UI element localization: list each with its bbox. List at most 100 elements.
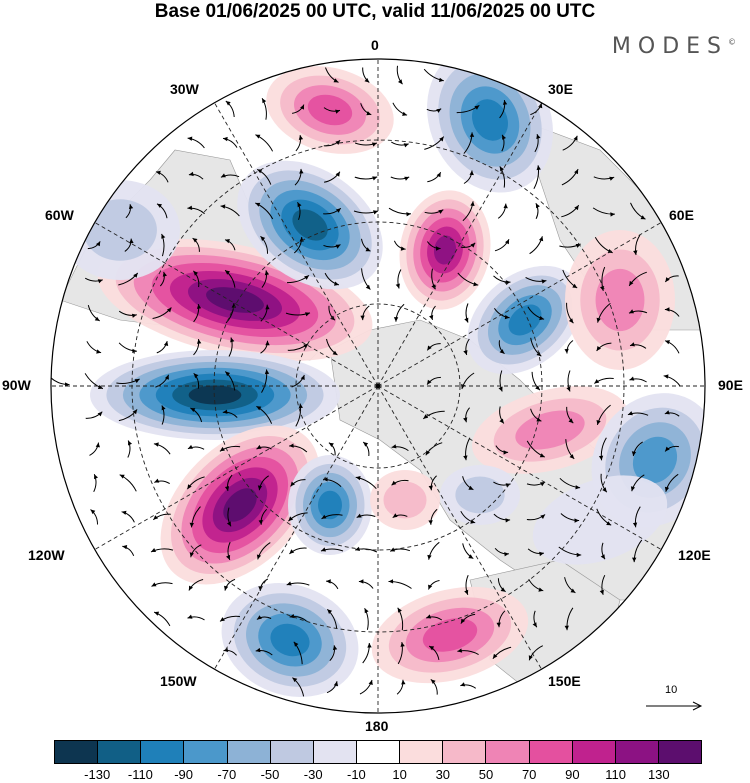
stream-arrowhead bbox=[220, 617, 225, 622]
stream-arrowhead bbox=[640, 215, 646, 220]
stream-arrowhead bbox=[574, 518, 580, 523]
stream-arrowhead bbox=[539, 236, 544, 242]
stream-arrowhead bbox=[187, 136, 193, 141]
stream-arrowhead bbox=[360, 315, 365, 321]
stream-arrowhead bbox=[540, 514, 546, 519]
meridian-line bbox=[214, 102, 379, 387]
stream-arrowhead bbox=[292, 677, 298, 683]
stream-arrowhead bbox=[153, 515, 159, 520]
stream-arrowhead bbox=[575, 485, 581, 490]
stream-arrowhead bbox=[326, 579, 331, 584]
stream-arrowhead bbox=[97, 384, 103, 389]
stream-arrowhead bbox=[630, 486, 635, 492]
stream-arrowhead bbox=[528, 655, 533, 661]
stream-arrowhead bbox=[400, 246, 406, 251]
stream-arrowhead bbox=[401, 679, 406, 685]
stream-arrowhead bbox=[256, 615, 262, 620]
colorbar-swatch bbox=[269, 741, 313, 763]
stream-arrowhead bbox=[457, 648, 463, 653]
stream-arrowhead bbox=[121, 510, 127, 515]
stream-arrowhead bbox=[606, 521, 612, 526]
lon-label-90w: 90W bbox=[2, 377, 31, 393]
stream-arrowhead bbox=[151, 548, 156, 552]
stream-arrowhead bbox=[492, 653, 498, 659]
stream-arrowhead bbox=[541, 279, 547, 284]
stream-arrowhead bbox=[97, 411, 103, 417]
stream-arrowhead bbox=[220, 173, 226, 178]
anomaly-contour bbox=[307, 94, 353, 126]
stream-arrowhead bbox=[503, 450, 509, 455]
stream-arrowhead bbox=[299, 168, 304, 174]
stream-arrowhead bbox=[502, 134, 506, 140]
colorbar-swatch bbox=[485, 741, 529, 763]
stream-arrowhead bbox=[632, 557, 637, 563]
stream-arrowhead bbox=[572, 283, 578, 288]
stream-arrowhead bbox=[366, 111, 372, 116]
stream-arrowhead bbox=[610, 212, 615, 217]
stream-arrowhead bbox=[365, 247, 371, 252]
stream-arrowhead bbox=[335, 140, 341, 145]
lon-label-120w: 120W bbox=[28, 547, 65, 563]
stream-arrowhead bbox=[298, 135, 304, 140]
stream-arrowhead bbox=[564, 348, 569, 354]
stream-arrowhead bbox=[664, 410, 670, 415]
stream-arrowhead bbox=[538, 587, 544, 592]
stream-arrowhead bbox=[663, 374, 669, 379]
anomaly-contour bbox=[532, 475, 668, 565]
stream-arrowhead bbox=[436, 172, 441, 178]
anomaly-contour bbox=[206, 287, 264, 313]
colorbar bbox=[54, 740, 702, 764]
stream-arrowhead bbox=[364, 608, 369, 614]
stream-arrowhead bbox=[609, 176, 615, 181]
stream-arrowhead bbox=[95, 442, 100, 448]
stream-arrowhead bbox=[427, 554, 432, 560]
colorbar-swatch bbox=[528, 741, 572, 763]
stream-arrowhead bbox=[333, 681, 339, 687]
stream-arrowhead bbox=[469, 170, 474, 176]
colorbar-tick-label: -90 bbox=[174, 767, 193, 782]
anomaly-contour bbox=[83, 199, 157, 261]
stream-arrowhead bbox=[193, 373, 199, 379]
stream-arrowhead bbox=[665, 277, 670, 282]
stream-arrowhead bbox=[128, 204, 134, 210]
stream-arrowhead bbox=[335, 109, 340, 114]
stream-arrowhead bbox=[225, 101, 231, 106]
stream-arrowhead bbox=[400, 642, 405, 647]
stream-arrowhead bbox=[402, 111, 408, 116]
stream-arrowhead bbox=[96, 241, 101, 247]
stream-arrowhead bbox=[131, 313, 137, 318]
stream-arrowhead bbox=[460, 618, 466, 624]
stream-arrowhead bbox=[133, 273, 138, 278]
stream-arrowhead bbox=[496, 622, 501, 628]
stream-arrowhead bbox=[574, 205, 579, 211]
stream-arrowhead bbox=[363, 442, 369, 447]
stream-arrowhead bbox=[568, 418, 574, 424]
stream-arrowhead bbox=[535, 385, 540, 391]
stream-arrowhead bbox=[220, 204, 226, 209]
stream-arrowhead bbox=[463, 455, 468, 461]
lon-label-60e: 60E bbox=[669, 207, 694, 223]
stream-arrowhead bbox=[630, 342, 635, 347]
stream-arrowhead bbox=[187, 444, 193, 449]
stream-arrowhead bbox=[166, 307, 172, 313]
stream-arrowhead bbox=[187, 205, 193, 210]
stream-arrowhead bbox=[256, 406, 262, 411]
stream-arrowhead bbox=[395, 283, 400, 289]
stream-arrowhead bbox=[129, 238, 134, 244]
stream-arrowhead bbox=[568, 318, 574, 324]
lon-label-60w: 60W bbox=[45, 207, 74, 223]
stream-arrowhead bbox=[188, 585, 193, 591]
stream-arrowhead bbox=[225, 239, 230, 244]
stream-arrowhead bbox=[460, 682, 466, 687]
stream-arrowhead bbox=[225, 270, 230, 275]
stream-arrowhead bbox=[162, 271, 167, 277]
stream-arrowhead bbox=[327, 609, 333, 614]
stream-arrowhead bbox=[187, 614, 193, 619]
lon-label-150w: 150W bbox=[160, 673, 197, 689]
stream-arrowhead bbox=[355, 476, 361, 481]
stream-arrowhead bbox=[500, 587, 506, 592]
modes-logo: MODES© bbox=[612, 34, 736, 59]
colorbar-swatch bbox=[355, 741, 400, 763]
stream-arrowhead bbox=[368, 680, 373, 685]
colorbar-swatch bbox=[657, 741, 702, 763]
